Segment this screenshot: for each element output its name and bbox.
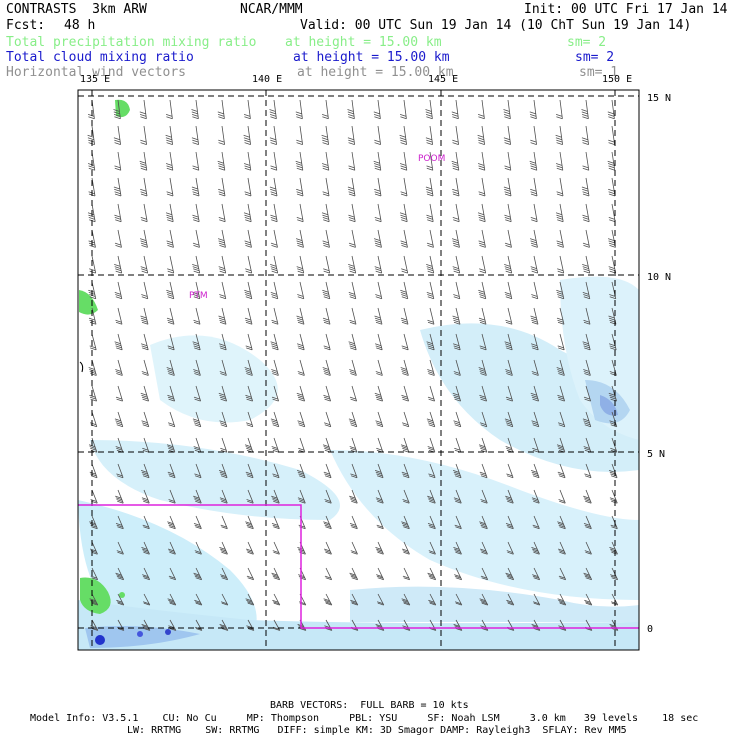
lon-tick-140: 140 E <box>252 74 282 85</box>
forecast-hours: 48 h <box>64 18 96 33</box>
model-title: CONTRASTS 3km ARW <box>6 2 147 17</box>
lon-tick-145: 145 E <box>428 74 458 85</box>
lat-tick-15: 15 N <box>647 93 671 104</box>
valid-time: Valid: 00 UTC Sun 19 Jan 14 (10 ChT Sun … <box>300 18 692 33</box>
lat-tick-0: 0 <box>647 624 653 635</box>
barb-legend: BARB VECTORS: FULL BARB = 10 kts <box>270 700 469 711</box>
center-label: NCAR/MMM <box>240 2 303 17</box>
precip-mixing-shading <box>79 99 130 614</box>
wind-barbs <box>87 99 619 631</box>
field-wind-smooth: sm= 1 <box>579 65 619 80</box>
lat-tick-10: 10 N <box>647 272 671 283</box>
wind-barb-glyphs <box>87 99 619 631</box>
site-label-poom: POOM <box>418 154 445 164</box>
lon-tick-135: 135 E <box>80 74 110 85</box>
forecast-label: Fcst: <box>6 18 46 33</box>
model-info-line1: Model Info: V3.5.1 CU: No Cu MP: Thompso… <box>30 713 699 724</box>
lon-tick-150: 150 E <box>602 74 632 85</box>
field-wind-name: Horizontal wind vectors <box>6 65 187 80</box>
field-precip-height: at height = 15.00 km <box>285 35 442 50</box>
field-precip-smooth: sm= 2 <box>567 35 607 50</box>
field-cloud-height: at height = 15.00 km <box>293 50 450 65</box>
field-precip-name: Total precipitation mixing ratio <box>6 35 257 50</box>
map-frame <box>77 89 640 651</box>
init-time: Init: 00 UTC Fri 17 Jan 14 <box>524 2 728 17</box>
site-label-ptm: PTM <box>189 291 208 301</box>
field-cloud-name: Total cloud mixing ratio <box>6 50 194 65</box>
field-wind-height: at height = 15.00 km <box>297 65 454 80</box>
cloud-mixing-shading <box>78 276 639 650</box>
analysis-domain-box <box>78 504 639 629</box>
coastline <box>79 361 84 373</box>
lat-tick-5: 5 N <box>647 449 665 460</box>
model-info-line2: LW: RRTMG SW: RRTMG DIFF: simple KM: 3D … <box>127 725 627 736</box>
field-cloud-smooth: sm= 2 <box>575 50 615 65</box>
